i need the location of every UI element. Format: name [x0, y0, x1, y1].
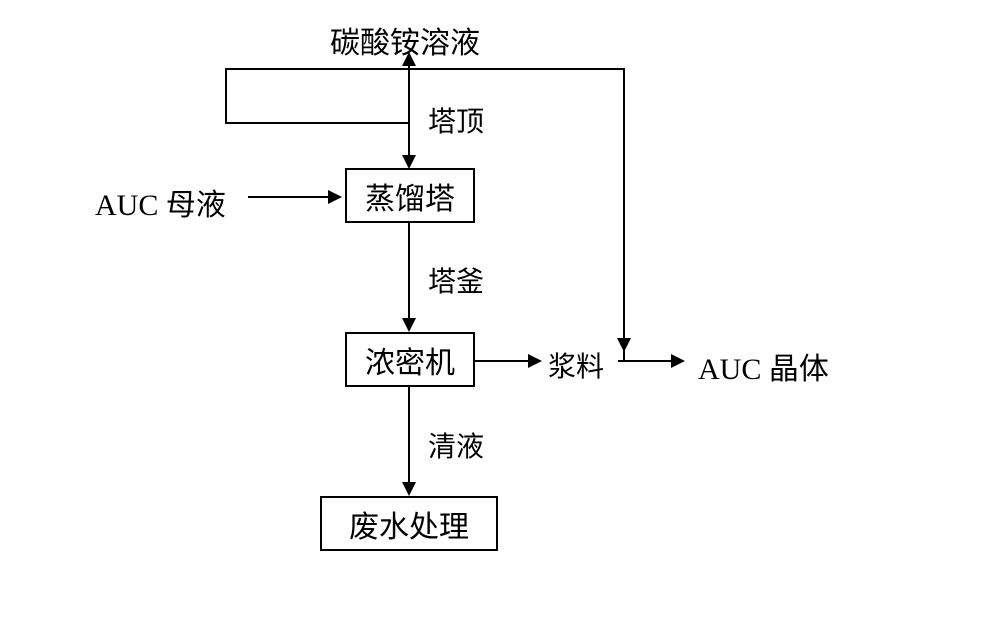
thickener-label: 浓密机 — [365, 338, 455, 382]
clear-liquid-label: 清液 — [428, 425, 484, 465]
bracket-right-vertical — [623, 68, 625, 358]
distillation-to-thickener-line — [408, 223, 410, 328]
bracket-left-horizontal — [225, 122, 409, 124]
auc-mother-label: AUC 母液 — [95, 180, 226, 224]
slurry-label: 浆料 — [548, 345, 604, 385]
thickener-to-wastewater-line — [408, 387, 410, 492]
thickener-box: 浓密机 — [345, 332, 475, 387]
top-bracket-line — [225, 68, 625, 70]
auc-mother-line — [248, 196, 330, 198]
tower-bottom-label: 塔釜 — [428, 260, 484, 300]
bracket-right-arrow — [617, 338, 631, 352]
slurry-to-crystal-arrow — [671, 354, 685, 368]
bracket-left-vertical — [225, 68, 227, 124]
wastewater-box: 废水处理 — [320, 496, 498, 551]
auc-crystal-label: AUC 晶体 — [698, 344, 829, 388]
thickener-to-wastewater-arrow — [402, 482, 416, 496]
distillation-label: 蒸馏塔 — [365, 174, 455, 218]
arrow-down-to-distillation — [402, 155, 416, 169]
wastewater-label: 废水处理 — [349, 502, 469, 546]
distillation-to-thickener-arrow — [402, 318, 416, 332]
auc-mother-arrow — [328, 190, 342, 204]
center-vertical-top — [408, 55, 410, 165]
tower-top-label: 塔顶 — [428, 100, 484, 140]
slurry-to-crystal-line — [618, 360, 673, 362]
arrow-up-to-ammonium — [402, 52, 416, 66]
distillation-box: 蒸馏塔 — [345, 168, 475, 223]
thickener-to-slurry-arrow — [528, 354, 542, 368]
thickener-to-slurry-line — [475, 360, 530, 362]
